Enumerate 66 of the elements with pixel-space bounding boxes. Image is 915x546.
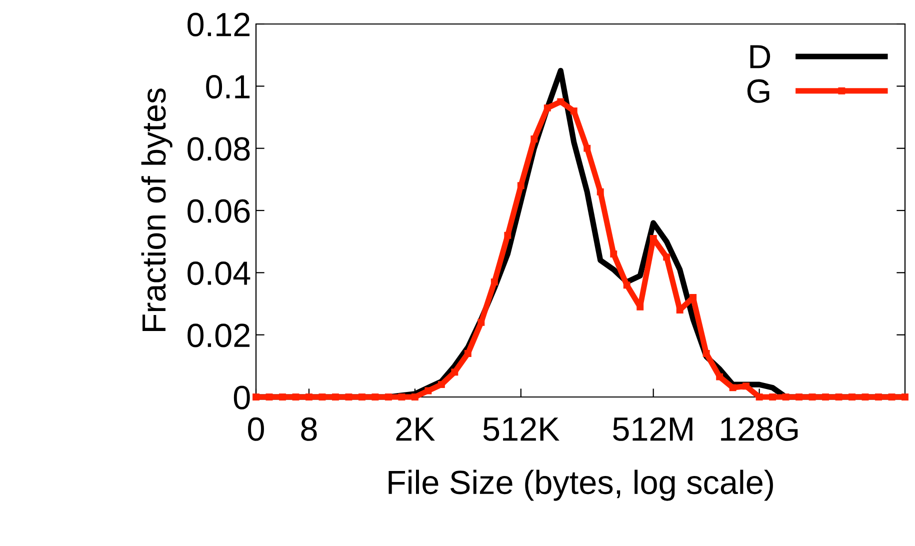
point	[384, 394, 392, 400]
point	[862, 394, 869, 400]
point	[623, 282, 630, 289]
point	[544, 104, 551, 112]
point	[888, 394, 896, 400]
point	[796, 394, 803, 400]
y-tick-label: 0.1	[206, 74, 250, 99]
point	[490, 278, 498, 286]
point	[557, 98, 564, 106]
point	[610, 250, 618, 258]
point	[676, 306, 684, 314]
point	[318, 394, 326, 400]
point	[570, 108, 578, 115]
point	[372, 394, 379, 400]
point	[596, 188, 604, 196]
point	[729, 384, 736, 392]
point	[464, 350, 472, 357]
point	[504, 232, 512, 239]
x-tick-label: 512M	[612, 417, 692, 441]
point	[530, 136, 538, 142]
point	[584, 144, 591, 152]
point	[306, 394, 312, 400]
point	[769, 394, 776, 400]
point	[782, 394, 790, 400]
y-tick-label: 0.12	[188, 12, 250, 36]
point	[517, 182, 524, 190]
y-tick-label: 0	[234, 386, 250, 410]
point	[690, 294, 697, 302]
point	[424, 387, 432, 394]
point	[822, 394, 830, 400]
point	[358, 394, 366, 400]
point	[279, 394, 286, 400]
y-tick-label: 0.02	[188, 324, 250, 348]
y-tick-label: 0.04	[188, 261, 250, 286]
point	[716, 373, 724, 380]
point	[266, 394, 273, 400]
y-tick-label: 0.08	[188, 137, 250, 161]
x-tick-label: 128G	[721, 417, 798, 441]
point	[411, 394, 418, 400]
x-tick-label: 512K	[483, 417, 560, 441]
point	[808, 394, 816, 400]
legend-label: D	[750, 45, 770, 68]
y-tick-label: 0.06	[188, 199, 250, 223]
point	[702, 350, 710, 357]
point	[451, 368, 458, 376]
point	[650, 235, 657, 242]
point	[398, 394, 406, 400]
point	[756, 394, 763, 400]
point	[835, 394, 842, 400]
point	[345, 394, 352, 400]
point	[636, 303, 644, 310]
point	[478, 318, 485, 326]
y-axis-title: Fraction of bytes	[141, 88, 172, 331]
point	[438, 381, 445, 388]
legend-label: G	[747, 79, 770, 103]
x-tick-label: 8	[301, 417, 317, 441]
point	[332, 394, 339, 400]
point	[252, 394, 260, 400]
point	[848, 394, 856, 400]
point	[663, 254, 670, 261]
x-tick-label: 2K	[396, 417, 435, 441]
point	[292, 394, 300, 400]
point	[742, 382, 750, 390]
point	[875, 394, 882, 400]
point	[902, 394, 908, 400]
x-axis-title: File Size (bytes, log scale)	[388, 470, 773, 501]
